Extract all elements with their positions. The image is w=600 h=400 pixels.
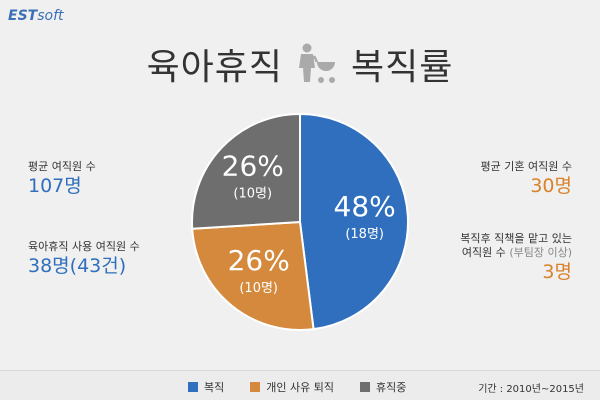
stat-label: 평균 기혼 여직원 수 xyxy=(480,160,572,173)
period-label: 기간 : 2010년~2015년 xyxy=(478,384,584,395)
legend-swatch xyxy=(250,382,261,392)
stat-label-line1: 복직후 직책을 맡고 있는 xyxy=(460,232,572,245)
legend-swatch xyxy=(188,382,198,392)
stat-label: 육아휴직 사용 여직원 수 xyxy=(28,240,140,253)
stat-value: 30명 xyxy=(530,175,572,197)
legend: 복직 개인 사유 퇴직 휴직중 xyxy=(188,379,406,395)
slice-count-label: (18명) xyxy=(345,227,384,242)
stat-label-sub: (부팀장 이상) xyxy=(509,246,572,259)
page-title: 육아휴직 복직률 xyxy=(0,38,600,90)
stat-value: 107명 xyxy=(28,175,82,197)
slice-percent-label: 26% xyxy=(222,150,284,183)
stat-avg-female-employees: 평균 여직원 수 107명 xyxy=(28,160,96,198)
legend-label: 휴직중 xyxy=(375,381,407,394)
footer: 복직 개인 사유 퇴직 휴직중 기간 : 2010년~2015년 xyxy=(0,370,600,400)
stat-parental-leave-users: 육아휴직 사용 여직원 수 38명(43건) xyxy=(28,240,140,278)
mother-with-stroller-icon xyxy=(299,43,336,83)
stat-value: 38명(43건) xyxy=(28,255,127,277)
logo-brand: EST xyxy=(8,8,38,24)
slice-percent-label: 48% xyxy=(334,190,396,223)
logo-soft: soft xyxy=(37,8,64,24)
legend-item-0: 복직 xyxy=(188,379,224,395)
slice-percent-label: 26% xyxy=(228,244,290,277)
stat-label: 평균 여직원 수 xyxy=(28,160,96,173)
title-left: 육아휴직 xyxy=(146,47,284,88)
stat-avg-married-female: 평균 기혼 여직원 수 30명 xyxy=(481,160,572,198)
pie-slice-0 xyxy=(299,112,409,331)
slice-count-label: (10명) xyxy=(239,281,278,296)
legend-label: 복직 xyxy=(204,381,225,394)
legend-label: 개인 사유 퇴직 xyxy=(266,381,334,394)
stat-returned-managers: 복직후 직책을 맡고 있는 여직원 수 (부팀장 이상) 3명 xyxy=(460,232,572,284)
legend-swatch xyxy=(359,382,370,392)
stat-value: 3명 xyxy=(542,261,572,283)
slice-count-label: (10명) xyxy=(233,187,272,202)
stat-label-line2: 여직원 수 (부팀장 이상) xyxy=(460,246,572,260)
estsoft-logo: ESTsoft xyxy=(8,8,63,24)
legend-item-2: 휴직중 xyxy=(359,379,407,395)
title-right: 복직률 xyxy=(351,47,454,88)
legend-item-1: 개인 사유 퇴직 xyxy=(250,379,334,395)
pie-slice-1 xyxy=(191,220,315,331)
pie-slice-2 xyxy=(191,112,301,230)
stat-label-main: 여직원 수 xyxy=(461,246,506,259)
